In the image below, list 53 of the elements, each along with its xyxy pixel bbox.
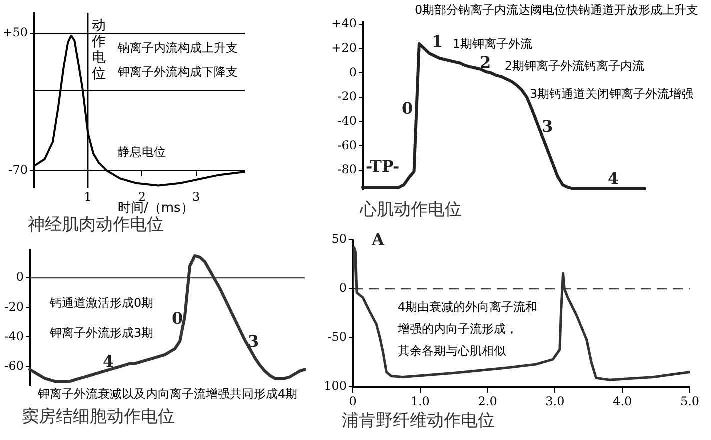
annotation: 静息电位	[118, 145, 166, 160]
annotation: 2期钾离子外流钙离子内流	[505, 59, 645, 74]
text: 钾离子外流衰减以及内向离子流增强共同形成4期	[38, 387, 298, 402]
y-tick-label: -20	[4, 300, 24, 314]
x-tick-label: 2.0	[478, 394, 498, 408]
y-tick-label: 0	[339, 281, 347, 296]
text: 浦肯野纤维动作电位	[342, 410, 495, 432]
y-tick-label: 100	[324, 379, 347, 394]
annotation: 4期由衰减的外向离子流和	[398, 300, 538, 314]
y-tick-label: 0	[349, 65, 357, 80]
annotation: 1	[432, 32, 444, 51]
y-tick-label: -60	[4, 358, 24, 373]
annotation: 3期钙通道关闭钾离子外流增强	[530, 87, 694, 102]
text: 0期部分钠离子内流达阈电位快钠通道开放形成上升支	[415, 3, 699, 18]
annotation: 增强的内向子流形成，	[398, 322, 518, 336]
text: 心肌动作电位	[360, 199, 462, 221]
y-tick-label: -40	[338, 114, 357, 128]
y-tick-label: 0	[16, 270, 24, 284]
annotation: 0	[402, 99, 414, 118]
annotation: 4	[608, 169, 620, 188]
annotation: A	[372, 230, 384, 249]
x-tick-label: 1.0	[410, 394, 430, 408]
annotation: 3	[542, 117, 554, 136]
y-tick-label: -80	[338, 162, 357, 177]
annotation: 动作电位	[92, 18, 107, 82]
x-tick-label: 4.0	[613, 394, 632, 408]
annotation: 3	[248, 332, 260, 351]
y-tick-label: -20	[338, 90, 357, 104]
y-tick-label: -50	[328, 330, 347, 344]
annotation: 0	[172, 309, 184, 328]
annotation: -TP-	[366, 157, 400, 176]
annotation: 其余各期与心肌相似	[398, 344, 506, 358]
y-tick-label: +20	[332, 40, 357, 55]
annotation: 钠离子内流构成上升支	[118, 41, 238, 56]
x-axis-title: 时间/（ms）	[118, 201, 194, 216]
text: 窦房结细胞动作电位	[22, 406, 175, 428]
annotation: 4	[103, 352, 114, 371]
y-tick-label: 50	[332, 232, 347, 246]
annotation: 钙通道激活形成0期	[50, 296, 154, 310]
y-tick-label: +50	[2, 26, 28, 40]
x-tick-label: 1	[84, 190, 92, 204]
annotation: 2	[480, 53, 492, 72]
x-tick-label: 3	[192, 190, 200, 204]
text: 神经肌肉动作电位	[28, 214, 164, 236]
x-tick-label: 3.0	[546, 394, 565, 408]
x-tick-label: 5.0	[680, 394, 700, 408]
y-tick-label: -70	[8, 162, 28, 177]
y-tick-label: -40	[4, 329, 24, 344]
y-tick-label: -60	[338, 138, 357, 152]
annotation: 钾离子外流形成3期	[50, 326, 154, 340]
annotation: 钾离子外流构成下降支	[118, 65, 238, 80]
annotation: 1期钾离子外流	[453, 37, 533, 52]
y-tick-label: +40	[332, 16, 357, 31]
